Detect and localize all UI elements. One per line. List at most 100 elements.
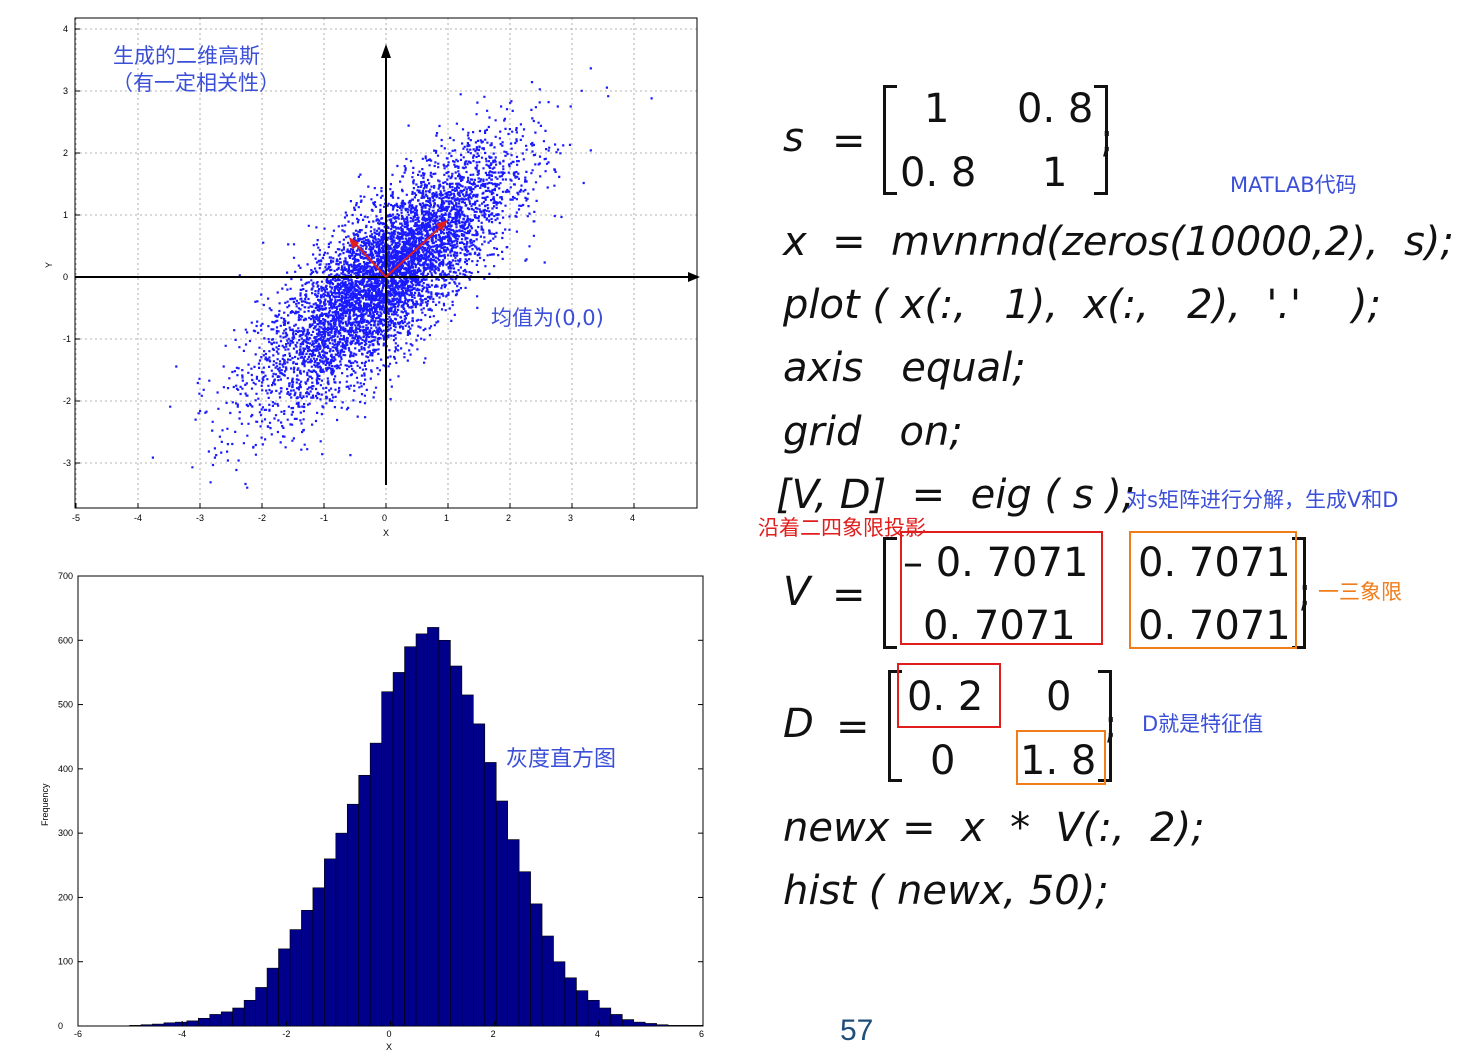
scatter-title-line1: 生成的二维高斯 bbox=[113, 44, 260, 68]
matrix-s-a12: 0. 8 bbox=[1017, 86, 1094, 132]
hist-xtick-label: 4 bbox=[595, 1029, 600, 1039]
hist-xtick-label: -6 bbox=[74, 1029, 82, 1039]
hist-bar bbox=[530, 903, 543, 1027]
hist-bar bbox=[255, 987, 268, 1027]
scatter-ytick-label: 4 bbox=[63, 24, 68, 34]
hist-bar bbox=[278, 948, 291, 1027]
matrix-v-a22: 0. 7071 bbox=[1138, 603, 1291, 649]
hist-bar bbox=[667, 1025, 680, 1027]
hist-bar bbox=[186, 1020, 199, 1027]
code-line-plot: plot ( x(:, 1), x(:, 2), '.' ); bbox=[783, 282, 1381, 328]
hist-bar bbox=[324, 858, 337, 1027]
hist-bar bbox=[358, 774, 371, 1027]
matrix-v-label: V bbox=[783, 569, 811, 615]
hist-xtick-label: 0 bbox=[387, 1029, 392, 1039]
hist-bar bbox=[507, 839, 520, 1027]
hist-bar bbox=[644, 1023, 657, 1027]
hist-bar bbox=[301, 909, 314, 1027]
d-eigenvalue-small-highlight bbox=[897, 663, 1001, 728]
scatter-xtick-label: -3 bbox=[196, 513, 204, 523]
page-number: 57 bbox=[840, 1014, 874, 1047]
scatter-ylabel: Y bbox=[44, 262, 54, 268]
hist-bar bbox=[484, 762, 497, 1027]
scatter-xtick-label: -4 bbox=[134, 513, 142, 523]
hist-ytick-label: 700 bbox=[58, 571, 73, 581]
matrix-v-right-bracket bbox=[1292, 537, 1306, 649]
eig-note: 对s矩阵进行分解，生成V和D bbox=[1126, 488, 1399, 512]
hist-ytick-label: 0 bbox=[58, 1021, 63, 1031]
scatter-points bbox=[151, 67, 653, 489]
scatter-xtick-label: 2 bbox=[506, 513, 511, 523]
hist-xtick-label: 6 bbox=[699, 1029, 704, 1039]
hist-bar bbox=[427, 627, 440, 1027]
matrix-v-a21: 0. 7071 bbox=[923, 603, 1076, 649]
scatter-ytick-label: 1 bbox=[63, 210, 68, 220]
hist-bar bbox=[381, 691, 394, 1027]
hist-ytick-label: 600 bbox=[58, 635, 73, 645]
hist-xtick-label: 2 bbox=[491, 1029, 496, 1039]
hist-annotation: 灰度直方图 bbox=[506, 747, 617, 772]
hist-bar bbox=[633, 1021, 646, 1027]
hist-bar bbox=[541, 935, 554, 1027]
hist-bar bbox=[495, 800, 508, 1027]
matrix-s-right-bracket bbox=[1094, 85, 1108, 195]
hist-ytick-label: 100 bbox=[58, 957, 73, 967]
hist-ytick-label: 300 bbox=[58, 828, 73, 838]
hist-bars bbox=[129, 627, 703, 1027]
matrix-d-a21: 0 bbox=[930, 738, 956, 784]
hist-bar bbox=[564, 977, 577, 1027]
hist-bar bbox=[289, 929, 302, 1027]
matrix-d-left-bracket bbox=[888, 670, 902, 782]
hist-bar bbox=[220, 1011, 233, 1027]
hist-bar bbox=[175, 1021, 188, 1027]
scatter-ytick-label: 3 bbox=[63, 86, 68, 96]
matrix-d-a12: 0 bbox=[1046, 674, 1072, 720]
v-column1-highlight bbox=[900, 531, 1103, 645]
eigval-note: D就是特征值 bbox=[1142, 712, 1264, 736]
projection-note: 沿着二四象限投影 bbox=[758, 516, 926, 540]
code-line-x: x = mvnrnd(zeros(10000,2), s); bbox=[783, 219, 1454, 265]
v-column2-highlight bbox=[1129, 531, 1297, 649]
scatter-xtick-label: 0 bbox=[382, 513, 387, 523]
matrix-v-a11: – 0. 7071 bbox=[903, 540, 1089, 586]
matrix-v-a12: 0. 7071 bbox=[1138, 540, 1291, 586]
matrix-s-semicolon: ; bbox=[1100, 116, 1114, 162]
matrix-d-a22: 1. 8 bbox=[1020, 738, 1097, 784]
matrix-d-eq: = bbox=[836, 704, 870, 750]
matrix-v-semicolon: ; bbox=[1298, 570, 1312, 616]
hist-bar bbox=[232, 1007, 245, 1027]
hist-ytick-label: 500 bbox=[58, 700, 73, 710]
hist-bar bbox=[461, 694, 474, 1027]
scatter-title-line2: （有一定相关性） bbox=[112, 71, 280, 95]
scatter-ytick-label: -3 bbox=[63, 458, 71, 468]
matrix-d-a11: 0. 2 bbox=[907, 674, 984, 720]
histogram-plot: -6 -4 -2 0 2 4 6 700 600 500 400 300 200 100 0 X Frequ… bbox=[40, 571, 704, 1052]
matrix-v-eq: = bbox=[832, 572, 866, 618]
matrix-s-a21: 0. 8 bbox=[900, 150, 977, 196]
hist-bar bbox=[209, 1014, 222, 1027]
hist-ticks: -6 -4 -2 0 2 4 6 700 600 500 400 300 200 100 0 bbox=[58, 571, 704, 1039]
hist-bar bbox=[415, 633, 428, 1027]
hist-xtick-label: -2 bbox=[282, 1029, 290, 1039]
hist-bar bbox=[392, 672, 405, 1027]
matrix-s-a22: 1 bbox=[1042, 150, 1068, 196]
scatter-ytick-label: 2 bbox=[63, 148, 68, 158]
scatter-ytick-label: 0 bbox=[63, 272, 68, 282]
scatter-ytick-label: -2 bbox=[63, 396, 71, 406]
hist-bar bbox=[656, 1024, 669, 1027]
scatter-plot: -5 -4 -3 -2 -1 0 1 2 3 4 4 3 2 1 0 -1 -2 -3 X Y bbox=[44, 17, 700, 538]
hist-bar bbox=[163, 1022, 176, 1027]
matrix-s-label: s bbox=[783, 115, 804, 161]
hist-ytick-label: 200 bbox=[58, 892, 73, 902]
hist-bar bbox=[335, 832, 348, 1027]
eigen-arrow-24 bbox=[352, 240, 387, 278]
code-line-newx: newx = x * V(:, 2); bbox=[783, 805, 1205, 851]
scatter-dots bbox=[151, 67, 653, 489]
quadrant-note: 一三象限 bbox=[1318, 580, 1402, 604]
hist-ytick-label: 400 bbox=[58, 764, 73, 774]
scatter-ticks: -5 -4 -3 -2 -1 0 1 2 3 4 4 3 2 1 0 -1 -2 -3 bbox=[63, 24, 635, 523]
scatter-xlabel: X bbox=[383, 528, 389, 538]
hist-bar bbox=[346, 803, 360, 1027]
hist-bar bbox=[587, 999, 600, 1027]
hist-bar bbox=[518, 871, 531, 1027]
